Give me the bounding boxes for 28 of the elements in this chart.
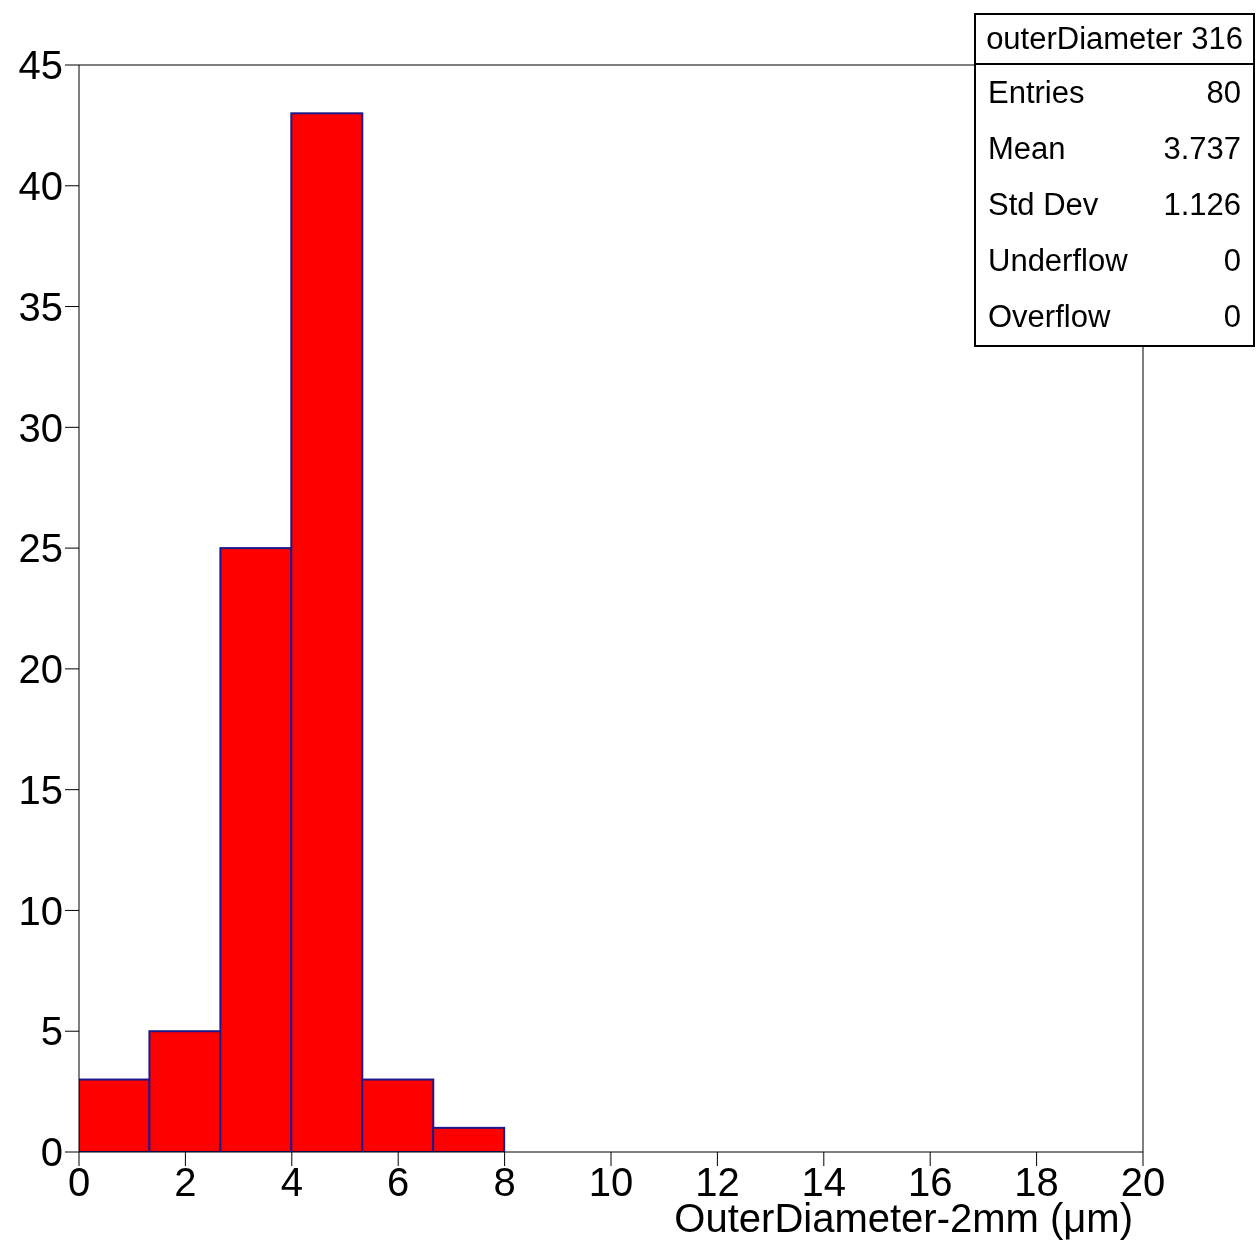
y-tick-label: 25 [18, 526, 63, 571]
y-tick-label: 30 [18, 405, 63, 450]
text: 80 [1206, 75, 1241, 110]
text: 3.737 [1163, 131, 1241, 166]
text: 0 [1223, 243, 1241, 278]
annotation: Mean [988, 131, 1066, 167]
x-tick-label: 12 [695, 1160, 740, 1205]
y-tick-label: 5 [40, 1009, 63, 1054]
y-tick-label: 40 [18, 163, 63, 208]
x-tick-label: 6 [387, 1160, 410, 1205]
y-tick-label: 20 [18, 647, 63, 692]
text: outerDiameter 316 [986, 21, 1243, 56]
text: 0 [1223, 299, 1241, 334]
annotation: Overflow [988, 299, 1111, 335]
annotation: Entries [988, 75, 1085, 111]
y-tick-label: 35 [18, 284, 63, 329]
x-tick-label: 16 [907, 1160, 953, 1205]
text: 1.126 [1163, 187, 1241, 222]
y-tick-label: 10 [18, 888, 63, 933]
x-tick-label: 4 [280, 1160, 303, 1205]
x-tick-label: 2 [174, 1160, 197, 1205]
y-tick-label: 15 [18, 767, 63, 812]
annotation: Underflow [988, 243, 1128, 279]
x-tick-label: 8 [493, 1160, 516, 1205]
annotation: Std Dev [988, 187, 1099, 223]
y-tick-label: 0 [40, 1130, 63, 1175]
y-tick-label: 45 [18, 43, 63, 88]
x-tick-label: 10 [588, 1160, 634, 1205]
